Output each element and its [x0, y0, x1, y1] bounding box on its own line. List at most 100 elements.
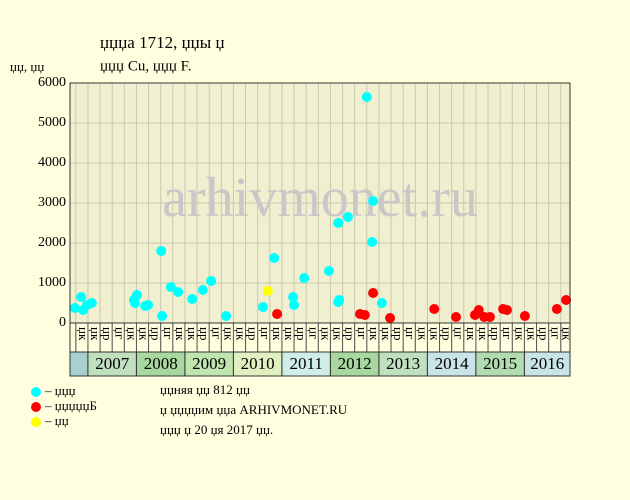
x-tick-label: џк [379, 327, 394, 341]
legend-label: – џџџ [44, 383, 76, 398]
point [131, 290, 142, 300]
year-label: 2010 [241, 354, 275, 373]
point [197, 285, 208, 295]
x-tick-label: џк [185, 327, 200, 341]
x-tick-label: џк [464, 327, 479, 341]
x-tick-label: џк [367, 327, 382, 341]
x-tick-label: џг [403, 327, 418, 339]
year-label: 2011 [289, 354, 322, 373]
year-label: 2014 [435, 354, 470, 373]
point [206, 276, 217, 286]
point [359, 310, 370, 320]
note: џџџ џ 20 џя 2017 џџ. [160, 422, 273, 437]
point [561, 295, 572, 305]
x-tick-label: џр [294, 327, 309, 340]
legend-label: – џџ [44, 413, 69, 428]
x-tick-label: џр [246, 327, 261, 340]
x-tick-label: џк [524, 327, 539, 341]
x-tick-label: џк [331, 327, 346, 341]
point [187, 294, 198, 304]
x-tick-label: џг [306, 327, 321, 339]
y-tick-label: 6000 [38, 75, 66, 90]
point [429, 304, 440, 314]
x-tick-label: џк [476, 327, 491, 341]
point [143, 300, 154, 310]
point [551, 304, 562, 314]
point [323, 266, 334, 276]
legend-marker [31, 402, 41, 412]
x-tick-label: џр [537, 327, 552, 340]
point [156, 246, 167, 256]
x-tick-label: џр [149, 327, 164, 340]
x-tick-label: џр [343, 327, 358, 340]
point [221, 311, 232, 321]
note: џ џџџџим џџа ARHIVMONET.RU [160, 402, 348, 417]
point [173, 287, 184, 297]
point [342, 212, 353, 222]
point [368, 196, 379, 206]
point [451, 312, 462, 322]
x-tick-label: џр [100, 327, 115, 340]
x-tick-label: џр [488, 327, 503, 340]
year-label: 2012 [338, 354, 372, 373]
year-cell [329, 351, 380, 377]
x-tick-label: џр [197, 327, 212, 340]
y-tick-label: 4000 [38, 155, 66, 170]
point [299, 273, 310, 283]
x-tick-label: џк [76, 327, 91, 341]
point [333, 297, 344, 307]
x-tick-label: џк [427, 327, 442, 341]
x-tick-label: џр [391, 327, 406, 340]
point [69, 303, 80, 313]
year-label: 2013 [386, 354, 420, 373]
point [269, 253, 280, 263]
y-tick-label: 2000 [38, 235, 66, 250]
y-tick-label: 0 [59, 315, 66, 330]
x-tick-label: џг [355, 327, 370, 339]
x-tick-label: џк [282, 327, 297, 341]
x-tick-label: џг [500, 327, 515, 339]
x-tick-label: џк [512, 327, 527, 341]
x-tick-label: џк [270, 327, 285, 341]
year-label: 2015 [483, 354, 517, 373]
point [262, 286, 273, 296]
point [258, 302, 269, 312]
point [484, 312, 495, 322]
note: џџняя џџ 812 џџ [160, 382, 250, 397]
year-cell [69, 351, 89, 377]
x-tick-label: џг [112, 327, 127, 339]
marks [69, 92, 572, 323]
legend-marker [31, 387, 41, 397]
x-tick-label: џк [137, 327, 152, 341]
point [367, 237, 378, 247]
x-tick-label: џр [440, 327, 455, 340]
year-cell [135, 351, 186, 377]
chart-subtitle: џџџ Cu, џџџ F. [100, 58, 192, 74]
point [86, 298, 97, 308]
point [361, 92, 372, 102]
year-label: 2007 [95, 354, 130, 373]
x-tick-label: џк [559, 327, 574, 341]
point [385, 313, 396, 323]
point [165, 282, 176, 292]
y-tick-label: 1000 [38, 275, 66, 290]
y-axis-label: џџ, џџ [10, 59, 44, 74]
x-tick-label: џг [209, 327, 224, 339]
point [368, 288, 379, 298]
legend-label: – џџџџџБ [44, 398, 97, 413]
year-cell [232, 351, 283, 377]
y-tick-label: 3000 [38, 195, 66, 210]
x-tick-label: џг [452, 327, 467, 339]
year-label: 2016 [530, 354, 564, 373]
x-tick-label: џг [258, 327, 273, 339]
x-tick-label: џк [124, 327, 139, 341]
year-cell [426, 351, 477, 377]
legend-marker [31, 417, 41, 427]
point [333, 218, 344, 228]
point [376, 298, 387, 308]
point [288, 292, 299, 302]
y-tick-label: 5000 [38, 115, 66, 130]
watermark: arhivmonet.ru [162, 167, 478, 229]
point [473, 305, 484, 315]
